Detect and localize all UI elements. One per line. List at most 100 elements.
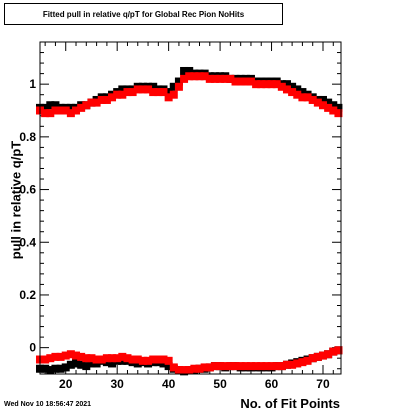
data-point [169, 82, 178, 91]
data-point [66, 103, 75, 112]
data-point [205, 363, 214, 372]
data-point [329, 106, 338, 115]
data-point [56, 352, 65, 361]
data-point [236, 77, 245, 86]
data-point [154, 355, 163, 364]
y-tick-label: 0.4 [19, 235, 36, 249]
data-point [282, 360, 291, 369]
data-point [149, 88, 158, 97]
data-point [92, 355, 101, 364]
data-point [216, 74, 225, 83]
data-point [97, 95, 106, 104]
data-point [169, 90, 178, 99]
series-3 [36, 346, 343, 375]
data-point [174, 82, 183, 91]
data-point [231, 362, 240, 371]
data-point [210, 74, 219, 83]
chart-title: Fitted pull in relative q/pT for Global … [42, 9, 245, 19]
data-point [267, 362, 276, 371]
data-point [324, 350, 333, 359]
data-point [288, 360, 297, 369]
data-point [190, 72, 199, 81]
data-point [102, 95, 111, 104]
data-point [133, 85, 142, 94]
data-point [334, 103, 343, 112]
data-point [118, 85, 127, 94]
data-point [61, 106, 70, 115]
data-point [180, 74, 189, 83]
y-axis-title: pull in relative q/pT [8, 140, 24, 260]
data-point [46, 366, 55, 375]
data-point [82, 101, 91, 110]
data-point [102, 354, 111, 363]
data-point [169, 363, 178, 372]
data-point [41, 109, 50, 118]
y-tick-label: 0.8 [19, 130, 36, 144]
data-point [298, 358, 307, 367]
data-point [41, 364, 50, 373]
data-point [128, 355, 137, 364]
data-point [174, 77, 183, 86]
data-markers [36, 66, 343, 376]
data-point [226, 362, 235, 371]
data-point [72, 106, 81, 115]
data-point [77, 103, 86, 112]
data-point [272, 362, 281, 371]
data-point [108, 359, 117, 368]
data-point [288, 82, 297, 91]
data-point [51, 106, 60, 115]
data-point [164, 362, 173, 371]
data-point [303, 93, 312, 102]
data-point [257, 80, 266, 89]
data-point [308, 354, 317, 363]
chart-title-box: Fitted pull in relative q/pT for Global … [4, 3, 283, 25]
data-point [128, 88, 137, 97]
data-point [82, 362, 91, 371]
series-1 [36, 72, 343, 118]
data-point [210, 362, 219, 371]
data-point [180, 66, 189, 75]
data-point [313, 98, 322, 107]
data-point [46, 354, 55, 363]
data-point [87, 98, 96, 107]
data-point [334, 109, 343, 118]
data-point [164, 88, 173, 97]
data-point [108, 354, 117, 363]
data-point [154, 88, 163, 97]
data-point [51, 352, 60, 361]
data-point [267, 80, 276, 89]
data-point [282, 80, 291, 89]
y-tick-label: 1 [29, 77, 36, 91]
data-point [308, 95, 317, 104]
data-point [252, 80, 261, 89]
x-tick-label: 50 [213, 377, 227, 391]
data-point [46, 101, 55, 110]
data-point [200, 363, 209, 372]
data-point [138, 85, 147, 94]
x-tick-label: 40 [162, 377, 176, 391]
data-point [159, 355, 168, 364]
plot-frame [39, 41, 342, 375]
data-point [236, 362, 245, 371]
data-point [72, 359, 81, 368]
data-point [293, 85, 302, 94]
data-point [303, 356, 312, 365]
data-point [41, 355, 50, 364]
data-point [334, 346, 343, 355]
x-tick-label: 60 [265, 377, 279, 391]
data-point [195, 72, 204, 81]
data-point [149, 355, 158, 364]
data-point [66, 350, 75, 359]
data-point [185, 66, 194, 75]
data-point [123, 354, 132, 363]
data-point [288, 88, 297, 97]
y-tick-label: 0.2 [19, 288, 36, 302]
x-axis-title: No. of Fit Points [240, 396, 340, 411]
data-point [293, 359, 302, 368]
data-point [329, 347, 338, 356]
data-point [262, 362, 271, 371]
data-point [298, 93, 307, 102]
data-point [318, 95, 327, 104]
data-point [56, 364, 65, 373]
